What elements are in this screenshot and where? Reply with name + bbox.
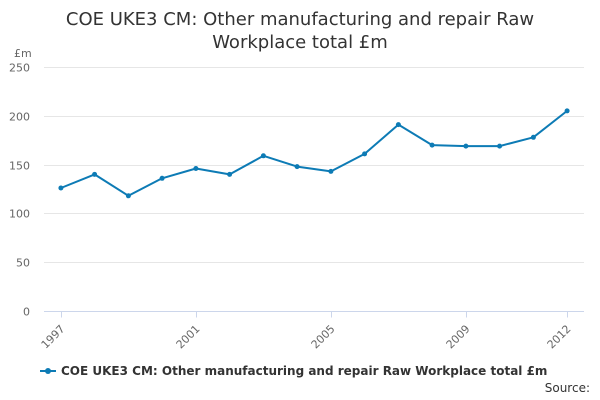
y-tick-label-250: 250 — [9, 62, 30, 75]
y-tick-label-100: 100 — [9, 208, 30, 221]
legend[interactable]: COE UKE3 CM: Other manufacturing and rep… — [40, 364, 547, 378]
series-line-0 — [59, 109, 569, 197]
data-point-1997[interactable] — [58, 185, 64, 191]
data-point-2009[interactable] — [463, 143, 469, 149]
data-point-2005[interactable] — [328, 168, 334, 174]
x-tick-label-2001: 2001 — [174, 322, 203, 351]
data-point-2002[interactable] — [227, 171, 233, 177]
x-axis — [44, 311, 584, 318]
chart-title: COE UKE3 CM: Other manufacturing and rep… — [0, 8, 600, 54]
data-point-2010[interactable] — [497, 143, 503, 149]
y-axis-unit-label: £m — [14, 47, 32, 60]
data-point-2006[interactable] — [362, 151, 368, 157]
data-point-2004[interactable] — [294, 164, 300, 170]
y-axis-labels: 0 50 100 150 200 250 — [9, 62, 30, 319]
y-tick-label-150: 150 — [9, 160, 30, 173]
chart-title-line-2: Workplace total £m — [212, 32, 388, 53]
data-point-2000[interactable] — [159, 175, 165, 181]
data-point-2003[interactable] — [260, 153, 266, 159]
data-point-2001[interactable] — [193, 166, 199, 171]
series-group — [58, 108, 570, 199]
x-tick-label-1997: 1997 — [39, 322, 68, 351]
data-point-1999[interactable] — [125, 193, 131, 199]
source-credit: Source: — [544, 381, 590, 395]
gridlines — [44, 67, 584, 263]
data-point-2007[interactable] — [395, 122, 401, 128]
y-tick-label-200: 200 — [9, 111, 30, 124]
legend-label: COE UKE3 CM: Other manufacturing and rep… — [61, 364, 548, 378]
x-tick-label-2009: 2009 — [444, 322, 473, 351]
x-axis-labels: 1997 2001 2005 2009 2012 — [39, 322, 574, 351]
data-point-2012[interactable] — [564, 108, 570, 114]
y-tick-label-0: 0 — [23, 306, 30, 319]
legend-swatch — [40, 365, 56, 377]
data-point-1998[interactable] — [92, 171, 98, 177]
x-tick-label-2005: 2005 — [309, 322, 338, 351]
data-point-2011[interactable] — [530, 134, 536, 140]
chart-title-line-1: COE UKE3 CM: Other manufacturing and rep… — [65, 9, 535, 30]
y-tick-label-50: 50 — [16, 257, 30, 270]
x-tick-label-2012: 2012 — [545, 322, 574, 351]
data-point-2008[interactable] — [429, 142, 435, 148]
